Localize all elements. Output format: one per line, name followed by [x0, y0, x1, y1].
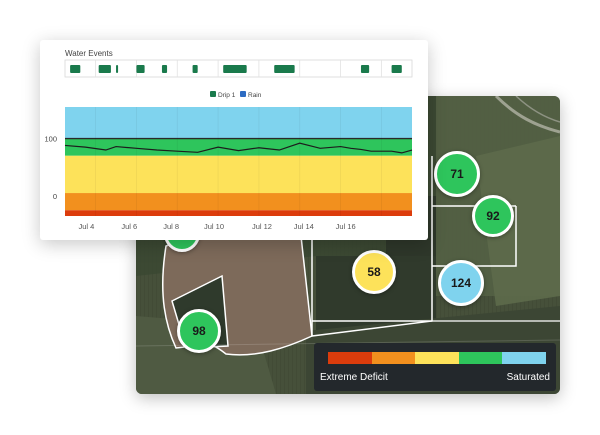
moisture-chart-card: Water Events Drip 1 Rain 100 0 Jul 4 Jul 6 Jul … — [40, 40, 428, 240]
water-event-9 — [360, 65, 370, 73]
moisture-legend: Extreme Deficit Saturated — [314, 343, 556, 391]
legend-drip-swatch — [210, 91, 216, 97]
scale-saturated — [502, 352, 546, 364]
legend-right-label: Saturated — [506, 372, 550, 383]
sensor-marker-92[interactable]: 92 — [472, 195, 514, 237]
x-tick-label-5: Jul 12 — [252, 222, 272, 231]
scale-caution — [415, 352, 459, 364]
water-event-2 — [98, 65, 111, 73]
band-optimal — [65, 138, 412, 156]
water-event-4 — [136, 65, 145, 73]
band-deficit — [65, 193, 412, 211]
x-tick-label-3: Jul 8 — [163, 222, 179, 231]
scale-deficit — [371, 352, 416, 364]
sensor-marker-71[interactable]: 71 — [434, 151, 480, 197]
moisture-series-line — [64, 142, 413, 154]
scale-optimal — [458, 352, 503, 364]
x-tick-label-1: Jul 4 — [79, 222, 95, 231]
x-tick-label-6: Jul 14 — [294, 222, 314, 231]
sensor-marker-98[interactable]: 98 — [177, 309, 221, 353]
water-event-8 — [274, 65, 295, 73]
water-event-3 — [116, 65, 119, 73]
y-tick-label-0: 0 — [53, 192, 57, 201]
legend-left-label: Extreme Deficit — [320, 372, 388, 383]
water-event-1 — [70, 65, 81, 73]
x-tick-label-4: Jul 10 — [204, 222, 224, 231]
sensor-marker-124[interactable]: 124 — [438, 260, 484, 306]
y-tick-label-100: 100 — [44, 135, 57, 144]
moisture-chart: Water Events Drip 1 Rain 100 0 Jul 4 Jul 6 Jul … — [44, 49, 413, 231]
legend-rain-swatch — [240, 91, 246, 97]
legend-rain-label: Rain — [248, 92, 262, 99]
legend-drip-label: Drip 1 — [218, 92, 236, 99]
water-events-title: Water Events — [65, 49, 113, 58]
water-event-10 — [391, 65, 402, 73]
x-tick-label-7: Jul 16 — [336, 222, 356, 231]
band-extreme_deficit — [65, 210, 412, 216]
water-event-7 — [223, 65, 247, 73]
scale-extreme-deficit — [328, 352, 372, 364]
moisture-scale-bar — [328, 352, 546, 364]
water-event-5 — [161, 65, 168, 73]
x-tick-label-2: Jul 6 — [121, 222, 137, 231]
water-event-6 — [192, 65, 198, 73]
sensor-marker-58[interactable]: 58 — [352, 250, 396, 294]
band-caution — [65, 155, 412, 194]
band-saturated — [65, 107, 412, 139]
